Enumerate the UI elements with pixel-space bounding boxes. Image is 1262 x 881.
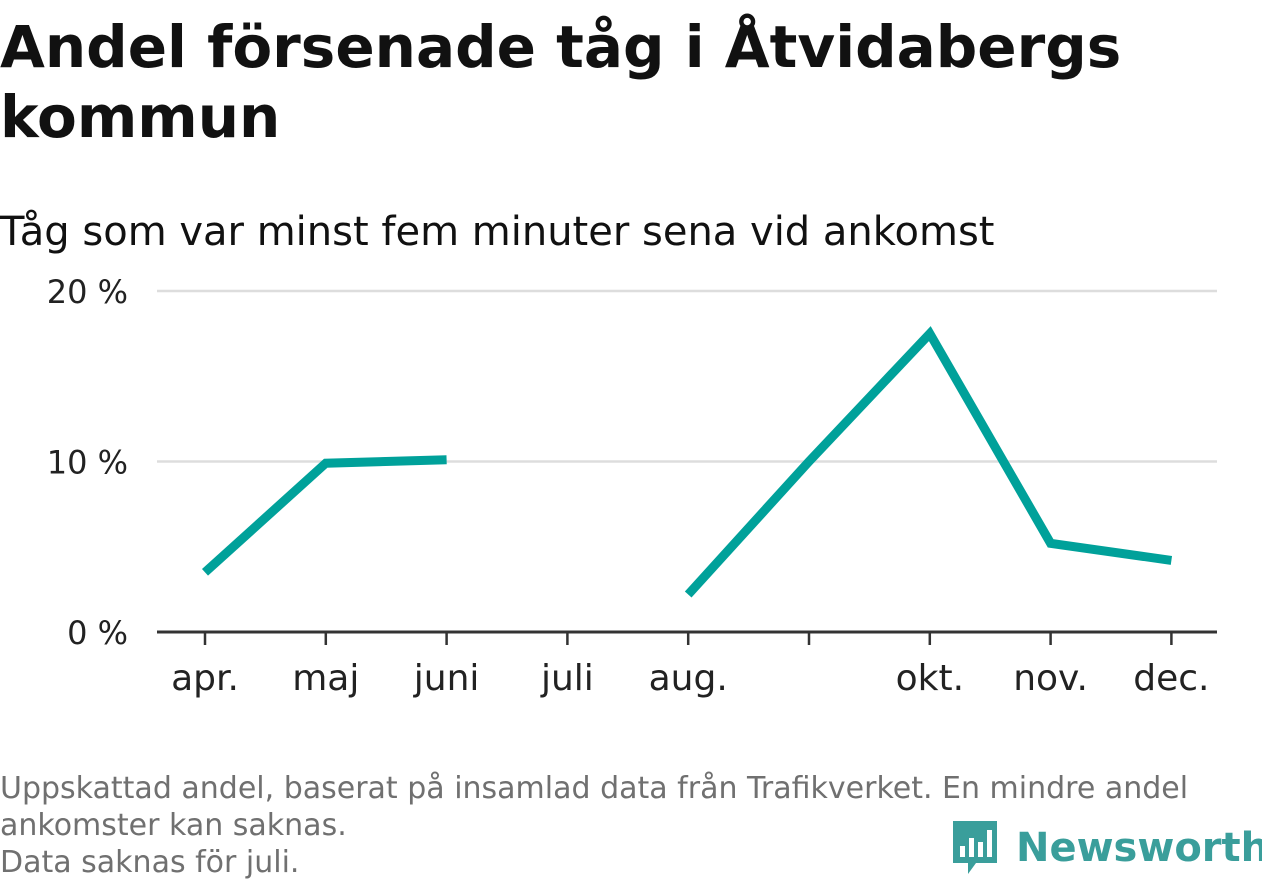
y-tick-label: 10 %: [47, 444, 128, 482]
newsworthy-logo: Newsworthy: [950, 818, 1262, 878]
line-chart: 0 % 10 % 20 % apr. maj juni juli aug. okt. nov. d…: [0, 0, 1262, 760]
x-tick-label: juli: [540, 658, 594, 699]
series-line-segment: [205, 460, 447, 573]
series-line-segment: [688, 334, 1171, 595]
footnote-line-1: Uppskattad andel, baserat på insamlad da…: [0, 770, 1250, 807]
newsworthy-bar-chart-icon: [950, 818, 1000, 878]
x-tick-label: dec.: [1133, 658, 1209, 699]
x-axis: apr. maj juni juli aug. okt. nov. dec.: [157, 632, 1217, 699]
brand-name: Newsworthy: [1016, 825, 1262, 871]
y-tick-label: 0 %: [67, 614, 128, 652]
y-axis: 0 % 10 % 20 %: [47, 273, 128, 652]
y-tick-label: 20 %: [47, 273, 128, 311]
x-tick-label: okt.: [896, 658, 964, 699]
x-tick-label: apr.: [171, 658, 239, 699]
series-lines: [205, 334, 1172, 595]
x-tick-label: maj: [292, 658, 359, 699]
x-tick-label: nov.: [1013, 658, 1088, 699]
x-tick-label: juni: [413, 658, 480, 699]
grid-lines: [157, 291, 1217, 462]
x-tick-label: aug.: [649, 658, 728, 699]
